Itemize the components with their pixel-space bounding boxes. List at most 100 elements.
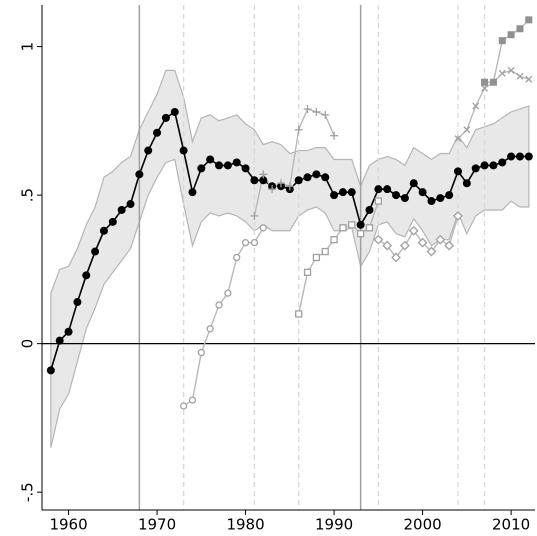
x-tick-label: 1960 xyxy=(49,516,87,534)
point xyxy=(64,327,73,336)
point xyxy=(179,402,188,410)
point xyxy=(516,25,524,33)
point xyxy=(445,191,454,200)
point xyxy=(481,84,489,92)
point xyxy=(463,126,471,134)
point xyxy=(232,158,241,167)
point xyxy=(144,146,153,155)
point xyxy=(82,271,91,280)
point xyxy=(250,211,259,220)
point xyxy=(436,194,445,203)
point xyxy=(392,191,401,200)
point xyxy=(383,185,392,194)
point xyxy=(259,224,267,232)
point xyxy=(516,72,524,80)
point xyxy=(525,75,533,83)
point xyxy=(241,164,250,173)
point xyxy=(489,161,498,170)
point xyxy=(426,246,437,257)
point xyxy=(356,230,365,238)
point xyxy=(321,110,330,119)
point xyxy=(489,78,497,86)
point xyxy=(206,155,215,164)
point xyxy=(294,176,303,185)
point xyxy=(382,240,393,251)
point xyxy=(197,164,206,173)
x-tick-label: 1970 xyxy=(138,516,176,534)
point xyxy=(179,146,188,155)
point xyxy=(524,152,533,161)
point xyxy=(215,161,224,170)
point xyxy=(215,301,223,309)
point xyxy=(417,237,428,248)
point xyxy=(153,128,162,137)
point xyxy=(435,234,446,245)
point xyxy=(374,185,383,194)
point xyxy=(303,104,312,113)
x-tick-label: 1980 xyxy=(226,516,264,534)
point xyxy=(347,188,356,197)
point xyxy=(294,125,303,134)
point xyxy=(259,170,268,179)
point xyxy=(507,31,515,39)
point xyxy=(91,247,100,256)
point xyxy=(481,78,489,86)
point xyxy=(135,170,144,179)
point xyxy=(409,179,418,188)
point xyxy=(330,131,339,140)
point xyxy=(295,310,303,318)
point xyxy=(126,200,135,209)
point xyxy=(312,253,321,262)
point xyxy=(498,37,506,45)
point xyxy=(276,179,285,188)
x-tick-label: 2010 xyxy=(492,516,530,534)
series-line xyxy=(377,215,459,259)
point xyxy=(338,188,347,197)
point xyxy=(480,161,489,170)
point xyxy=(223,161,232,170)
point xyxy=(453,167,462,176)
point xyxy=(507,66,515,74)
point xyxy=(525,16,533,24)
point xyxy=(427,197,436,206)
y-tick-label: 0 xyxy=(19,339,37,349)
point xyxy=(73,298,82,307)
point xyxy=(303,268,312,277)
point xyxy=(373,234,384,245)
point xyxy=(285,182,294,191)
series-line xyxy=(297,200,380,315)
point xyxy=(55,336,64,345)
point xyxy=(462,179,471,188)
series-line xyxy=(183,227,264,407)
point xyxy=(206,325,214,333)
x-tick-label: 1990 xyxy=(315,516,353,534)
y-tick-label: -.5 xyxy=(19,482,37,502)
confidence-band xyxy=(50,69,530,448)
point xyxy=(250,238,259,247)
point xyxy=(161,113,170,122)
point xyxy=(374,197,382,205)
point xyxy=(224,289,232,297)
point xyxy=(197,348,205,357)
point xyxy=(365,224,374,232)
point xyxy=(472,102,480,110)
point xyxy=(408,225,419,236)
point xyxy=(241,238,250,247)
point xyxy=(399,240,410,251)
point xyxy=(250,176,259,185)
point xyxy=(391,252,401,263)
y-tick-label: 1 xyxy=(19,42,37,52)
point xyxy=(454,135,462,143)
point xyxy=(233,253,241,262)
point xyxy=(188,396,197,404)
series-line xyxy=(253,108,335,217)
y-tick-label: .5 xyxy=(19,188,37,202)
point xyxy=(330,191,339,200)
point xyxy=(188,188,197,197)
x-tick-label: 2000 xyxy=(403,516,441,534)
point xyxy=(339,224,347,232)
point xyxy=(312,170,321,179)
point xyxy=(471,164,480,173)
point xyxy=(507,152,516,161)
